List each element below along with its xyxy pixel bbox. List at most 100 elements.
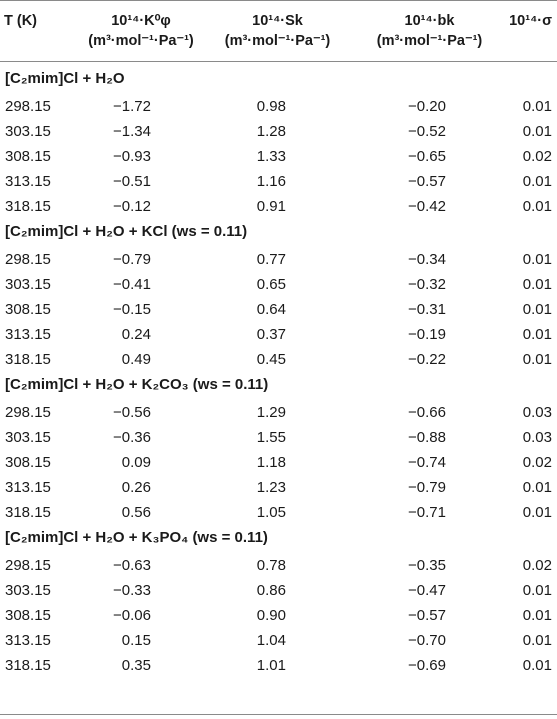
cell-k-phi: 0.56 <box>121 504 151 521</box>
table-row: 303.15 −1.34 1.28 −0.52 0.01 <box>0 119 557 144</box>
cell-b-k: −0.34 <box>408 251 446 268</box>
header-k-phi: 10¹⁴·K⁰φ (m³·mol⁻¹·Pa⁻¹) <box>88 13 194 49</box>
table-row: 298.15 −1.72 0.98 −0.20 0.01 <box>0 94 557 119</box>
cell-sigma: 0.01 <box>522 479 552 496</box>
cell-b-k: −0.20 <box>408 98 446 115</box>
cell-sigma: 0.01 <box>522 301 552 318</box>
cell-k-phi: −0.15 <box>113 301 151 318</box>
cell-s-k: 1.01 <box>256 657 286 674</box>
cell-k-phi: −1.72 <box>113 98 151 115</box>
cell-b-k: −0.57 <box>408 173 446 190</box>
table-row: 298.15 −0.63 0.78 −0.35 0.02 <box>0 553 557 578</box>
cell-k-phi: 0.35 <box>121 657 151 674</box>
cell-s-k: 0.98 <box>256 98 286 115</box>
cell-sigma: 0.01 <box>522 632 552 649</box>
table-row: 313.15 0.15 1.04 −0.70 0.01 <box>0 628 557 653</box>
cell-k-phi: −0.36 <box>113 429 151 446</box>
cell-temperature: 318.15 <box>5 198 51 215</box>
cell-b-k: −0.70 <box>408 632 446 649</box>
cell-s-k: 1.28 <box>256 123 286 140</box>
cell-s-k: 1.33 <box>256 148 286 165</box>
cell-sigma: 0.01 <box>522 582 552 599</box>
table-row: 318.15 −0.12 0.91 −0.42 0.01 <box>0 194 557 219</box>
cell-s-k: 0.77 <box>256 251 286 268</box>
cell-b-k: −0.79 <box>408 479 446 496</box>
cell-sigma: 0.03 <box>522 404 552 421</box>
cell-b-k: −0.66 <box>408 404 446 421</box>
table-row: 303.15 −0.33 0.86 −0.47 0.01 <box>0 578 557 603</box>
cell-temperature: 308.15 <box>5 148 51 165</box>
header-sigma: 10¹⁴·σ <box>509 13 552 29</box>
cell-b-k: −0.19 <box>408 326 446 343</box>
cell-k-phi: −0.93 <box>113 148 151 165</box>
cell-k-phi: 0.24 <box>121 326 151 343</box>
cell-sigma: 0.01 <box>522 198 552 215</box>
cell-k-phi: −0.51 <box>113 173 151 190</box>
cell-temperature: 298.15 <box>5 98 51 115</box>
table-row: 303.15 −0.36 1.55 −0.88 0.03 <box>0 425 557 450</box>
bottom-rule <box>0 714 557 715</box>
cell-temperature: 303.15 <box>5 429 51 446</box>
cell-k-phi: −0.06 <box>113 607 151 624</box>
cell-b-k: −0.74 <box>408 454 446 471</box>
cell-b-k: −0.65 <box>408 148 446 165</box>
cell-k-phi: −1.34 <box>113 123 151 140</box>
cell-temperature: 303.15 <box>5 123 51 140</box>
table-row: 298.15 −0.79 0.77 −0.34 0.01 <box>0 247 557 272</box>
cell-k-phi: 0.09 <box>121 454 151 471</box>
section-title: [C₂mim]Cl + H₂O <box>5 70 125 87</box>
table-row: 313.15 −0.51 1.16 −0.57 0.01 <box>0 169 557 194</box>
table-row: 298.15 −0.56 1.29 −0.66 0.03 <box>0 400 557 425</box>
cell-sigma: 0.02 <box>522 454 552 471</box>
cell-sigma: 0.01 <box>522 607 552 624</box>
cell-k-phi: −0.79 <box>113 251 151 268</box>
table-row: 313.15 0.24 0.37 −0.19 0.01 <box>0 322 557 347</box>
cell-s-k: 1.04 <box>256 632 286 649</box>
cell-s-k: 1.55 <box>256 429 286 446</box>
table-row: 303.15 −0.41 0.65 −0.32 0.01 <box>0 272 557 297</box>
cell-temperature: 318.15 <box>5 504 51 521</box>
table-row: 313.15 0.26 1.23 −0.79 0.01 <box>0 475 557 500</box>
cell-b-k: −0.32 <box>408 276 446 293</box>
cell-sigma: 0.02 <box>522 148 552 165</box>
cell-s-k: 0.64 <box>256 301 286 318</box>
cell-k-phi: 0.49 <box>121 351 151 368</box>
header-b-k: 10¹⁴·bk (m³·mol⁻¹·Pa⁻¹) <box>376 13 483 49</box>
cell-s-k: 0.65 <box>256 276 286 293</box>
cell-sigma: 0.02 <box>522 557 552 574</box>
cell-k-phi: −0.33 <box>113 582 151 599</box>
cell-s-k: 0.86 <box>256 582 286 599</box>
cell-temperature: 298.15 <box>5 251 51 268</box>
header-rule <box>0 61 557 62</box>
cell-b-k: −0.57 <box>408 607 446 624</box>
cell-temperature: 303.15 <box>5 582 51 599</box>
cell-sigma: 0.01 <box>522 251 552 268</box>
cell-k-phi: −0.63 <box>113 557 151 574</box>
top-rule <box>0 0 557 1</box>
table-row: 318.15 0.35 1.01 −0.69 0.01 <box>0 653 557 678</box>
cell-temperature: 313.15 <box>5 326 51 343</box>
cell-sigma: 0.01 <box>522 98 552 115</box>
section-title: [C₂mim]Cl + H₂O + KCl (ws = 0.11) <box>5 223 248 240</box>
cell-sigma: 0.01 <box>522 276 552 293</box>
header-s-k: 10¹⁴·Sk (m³·mol⁻¹·Pa⁻¹) <box>224 13 331 49</box>
cell-k-phi: −0.56 <box>113 404 151 421</box>
cell-temperature: 313.15 <box>5 479 51 496</box>
section-title: [C₂mim]Cl + H₂O + K₃PO₄ (ws = 0.11) <box>5 529 268 546</box>
cell-sigma: 0.01 <box>522 123 552 140</box>
cell-sigma: 0.01 <box>522 657 552 674</box>
table-row: 308.15 −0.15 0.64 −0.31 0.01 <box>0 297 557 322</box>
cell-k-phi: 0.15 <box>121 632 151 649</box>
cell-s-k: 1.16 <box>256 173 286 190</box>
cell-s-k: 0.37 <box>256 326 286 343</box>
cell-temperature: 308.15 <box>5 454 51 471</box>
cell-k-phi: 0.26 <box>121 479 151 496</box>
cell-s-k: 1.18 <box>256 454 286 471</box>
cell-k-phi: −0.12 <box>113 198 151 215</box>
cell-b-k: −0.52 <box>408 123 446 140</box>
cell-sigma: 0.01 <box>522 326 552 343</box>
cell-temperature: 318.15 <box>5 657 51 674</box>
cell-temperature: 318.15 <box>5 351 51 368</box>
cell-temperature: 303.15 <box>5 276 51 293</box>
